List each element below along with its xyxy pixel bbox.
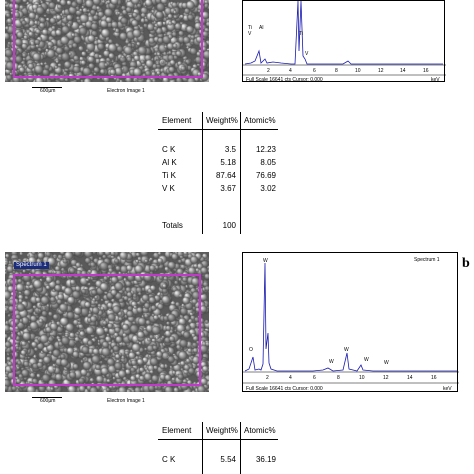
tick-a-1: 4 [289, 68, 292, 74]
col-header-element-a: Element [162, 116, 192, 125]
row-b-0-element: C K [162, 455, 176, 464]
totals-value-a: 100 [222, 221, 236, 230]
row-a-2-atomic: 76.69 [255, 171, 276, 180]
col-header-atomic-b: Atomic% [244, 426, 276, 435]
row-a-0-atomic: 12.23 [255, 145, 276, 154]
sem-image-a [5, 0, 209, 82]
spectrum-trace-b [244, 262, 457, 372]
peak-label-b-1: O [249, 347, 253, 353]
row-a-2-weight: 87.64 [215, 171, 236, 180]
table-divider-a2 [240, 112, 241, 234]
spectrum-footer-b: Full Scale 16641 cts Cursor: 0.000 [246, 386, 323, 392]
spectrum-tag-b: Spectrum 1 [14, 262, 49, 269]
tick-a-7: 16 [423, 68, 429, 74]
tick-a-2: 6 [313, 68, 316, 74]
eds-spectrum-b: Spectrum 1 W O W W W W 2 4 6 8 10 12 14 … [242, 252, 459, 392]
tick-b-4: 10 [359, 375, 365, 381]
peak-label-a-4: V [305, 51, 309, 57]
sem-image-b: Spectrum 1 [5, 252, 209, 392]
spectrum-area-box-a [13, 0, 203, 78]
tick-b-7: 16 [431, 375, 437, 381]
col-header-weight-b: Weight% [206, 426, 238, 435]
image-caption-b: Electron Image 1 [107, 398, 145, 404]
scale-bar-b [32, 397, 62, 398]
tick-b-2: 6 [313, 375, 316, 381]
spectrum-area-box-b [13, 274, 201, 386]
row-a-3-element: V K [162, 184, 175, 193]
tick-b-1: 4 [289, 375, 292, 381]
row-a-2-element: Ti K [162, 171, 176, 180]
scale-label-b: 600µm [40, 398, 56, 404]
peak-label-a-0: Ti [248, 25, 252, 31]
spectrum-unit-b: keV [443, 386, 452, 392]
composition-table-b: Element Weight% Atomic% C K 5.54 36.19 [158, 422, 278, 474]
table-divider-a1 [202, 112, 203, 234]
peak-label-a-1: V [248, 31, 252, 37]
composition-table-a: Element Weight% Atomic% C K 3.5 12.23 Al… [158, 112, 278, 234]
col-header-weight-a: Weight% [206, 116, 238, 125]
tick-b-5: 12 [383, 375, 389, 381]
table-header-rule-b [158, 422, 278, 440]
table-header-rule-a [158, 112, 278, 130]
tick-b-6: 14 [407, 375, 413, 381]
peak-label-b-2: W [329, 359, 334, 365]
tick-a-5: 12 [378, 68, 384, 74]
peak-label-b-5: W [384, 360, 389, 366]
row-a-1-element: Al K [162, 158, 177, 167]
tick-a-0: 2 [267, 68, 270, 74]
spectrum-title-b: Spectrum 1 [414, 257, 440, 263]
row-b-0-weight: 5.54 [220, 455, 236, 464]
peak-label-b-4: W [364, 357, 369, 363]
row-a-3-atomic: 3.02 [260, 184, 276, 193]
panel-letter-b: b [462, 256, 470, 271]
spectrum-footer-a: Full Scale 16641 cts Cursor: 0.000 [246, 77, 323, 83]
peak-label-a-2: Al [259, 25, 263, 31]
eds-spectrum-a: Ti V Al Ti V 2 4 6 8 10 12 14 16 Full Sc… [242, 0, 446, 83]
col-header-atomic-a: Atomic% [244, 116, 276, 125]
table-divider-b1 [202, 422, 203, 474]
row-a-0-element: C K [162, 145, 176, 154]
row-a-1-atomic: 8.05 [260, 158, 276, 167]
row-a-0-weight: 3.5 [224, 145, 236, 154]
scale-label-a: 600µm [40, 88, 56, 94]
peak-label-b-3: W [344, 347, 349, 353]
tick-a-3: 8 [335, 68, 338, 74]
image-caption-a: Electron Image 1 [107, 88, 145, 94]
totals-label-a: Totals [162, 221, 183, 230]
spectrum-trace-a [244, 1, 443, 65]
row-a-3-weight: 3.67 [220, 184, 236, 193]
peak-label-b-0: W [263, 258, 268, 264]
scale-bar-a [32, 87, 62, 88]
tick-a-6: 14 [400, 68, 406, 74]
row-a-1-weight: 5.18 [220, 158, 236, 167]
peak-label-a-3: Ti [299, 31, 303, 37]
tick-b-0: 2 [266, 375, 269, 381]
tick-a-4: 10 [355, 68, 361, 74]
tick-b-3: 8 [337, 375, 340, 381]
col-header-element-b: Element [162, 426, 192, 435]
row-b-0-atomic: 36.19 [255, 455, 276, 464]
table-divider-b2 [240, 422, 241, 474]
spectrum-unit-a: keV [431, 77, 440, 83]
